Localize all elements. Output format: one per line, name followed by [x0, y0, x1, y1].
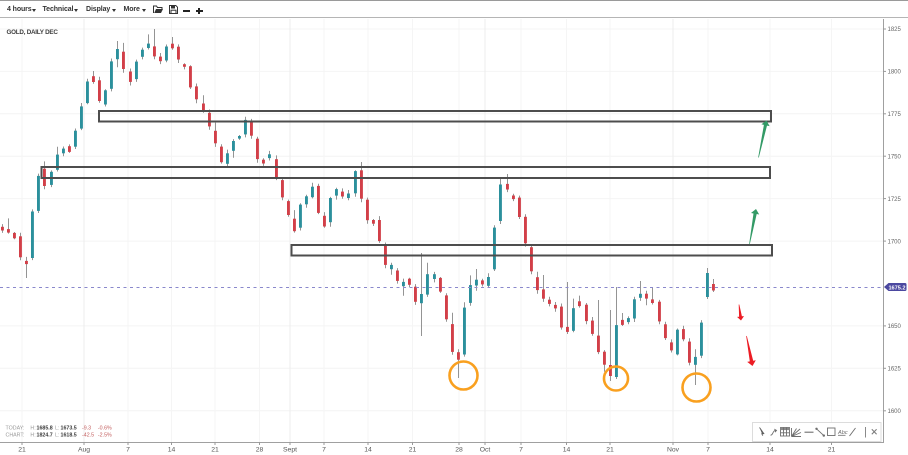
svg-text:1825: 1825 — [888, 27, 902, 33]
svg-text:1750: 1750 — [888, 154, 902, 160]
svg-text:TODAY:: TODAY: — [6, 425, 25, 431]
svg-text:21: 21 — [409, 447, 417, 454]
svg-text:1650: 1650 — [888, 324, 902, 330]
svg-text:21: 21 — [211, 447, 219, 454]
svg-text:7: 7 — [519, 447, 523, 454]
svg-text:1685.8: 1685.8 — [37, 425, 53, 431]
svg-text:H:: H: — [30, 433, 35, 439]
svg-text:1725: 1725 — [888, 197, 902, 203]
svg-text:21: 21 — [606, 447, 614, 454]
svg-text:1775: 1775 — [888, 112, 902, 118]
svg-text:1824.7: 1824.7 — [37, 433, 53, 439]
svg-text:28: 28 — [256, 447, 264, 454]
svg-text:Oct: Oct — [480, 447, 491, 454]
svg-text:CHART:: CHART: — [6, 433, 25, 439]
svg-text:21: 21 — [828, 447, 836, 454]
svg-text:1700: 1700 — [888, 239, 902, 245]
svg-text:14: 14 — [168, 447, 176, 454]
svg-text:14: 14 — [766, 447, 774, 454]
svg-text:14: 14 — [563, 447, 571, 454]
svg-text:Sept: Sept — [283, 447, 297, 454]
svg-text:1800: 1800 — [888, 70, 902, 76]
svg-text:H:: H: — [30, 425, 35, 431]
svg-text:1618.5: 1618.5 — [61, 433, 77, 439]
svg-text:Aug: Aug — [78, 447, 90, 454]
svg-text:7: 7 — [706, 447, 710, 454]
svg-text:Abc: Abc — [837, 430, 848, 436]
svg-text:28: 28 — [455, 447, 463, 454]
svg-text:1673.5: 1673.5 — [61, 425, 77, 431]
svg-text:L:: L: — [55, 433, 59, 439]
svg-text:L:: L: — [55, 425, 59, 431]
svg-text:1600: 1600 — [888, 409, 902, 415]
svg-text:14: 14 — [364, 447, 372, 454]
svg-text:GOLD, DAILY DEC: GOLD, DAILY DEC — [7, 29, 59, 36]
svg-text:Nov: Nov — [667, 447, 680, 454]
svg-text:-2.5%: -2.5% — [98, 433, 112, 439]
svg-text:7: 7 — [126, 447, 130, 454]
svg-text:1625: 1625 — [888, 367, 902, 373]
svg-text:7: 7 — [322, 447, 326, 454]
svg-text:21: 21 — [18, 447, 26, 454]
svg-text:-0.6%: -0.6% — [98, 425, 112, 431]
svg-text:1675.2: 1675.2 — [888, 286, 905, 292]
svg-text:-42.5: -42.5 — [82, 433, 94, 439]
svg-text:-9.3: -9.3 — [82, 425, 91, 431]
